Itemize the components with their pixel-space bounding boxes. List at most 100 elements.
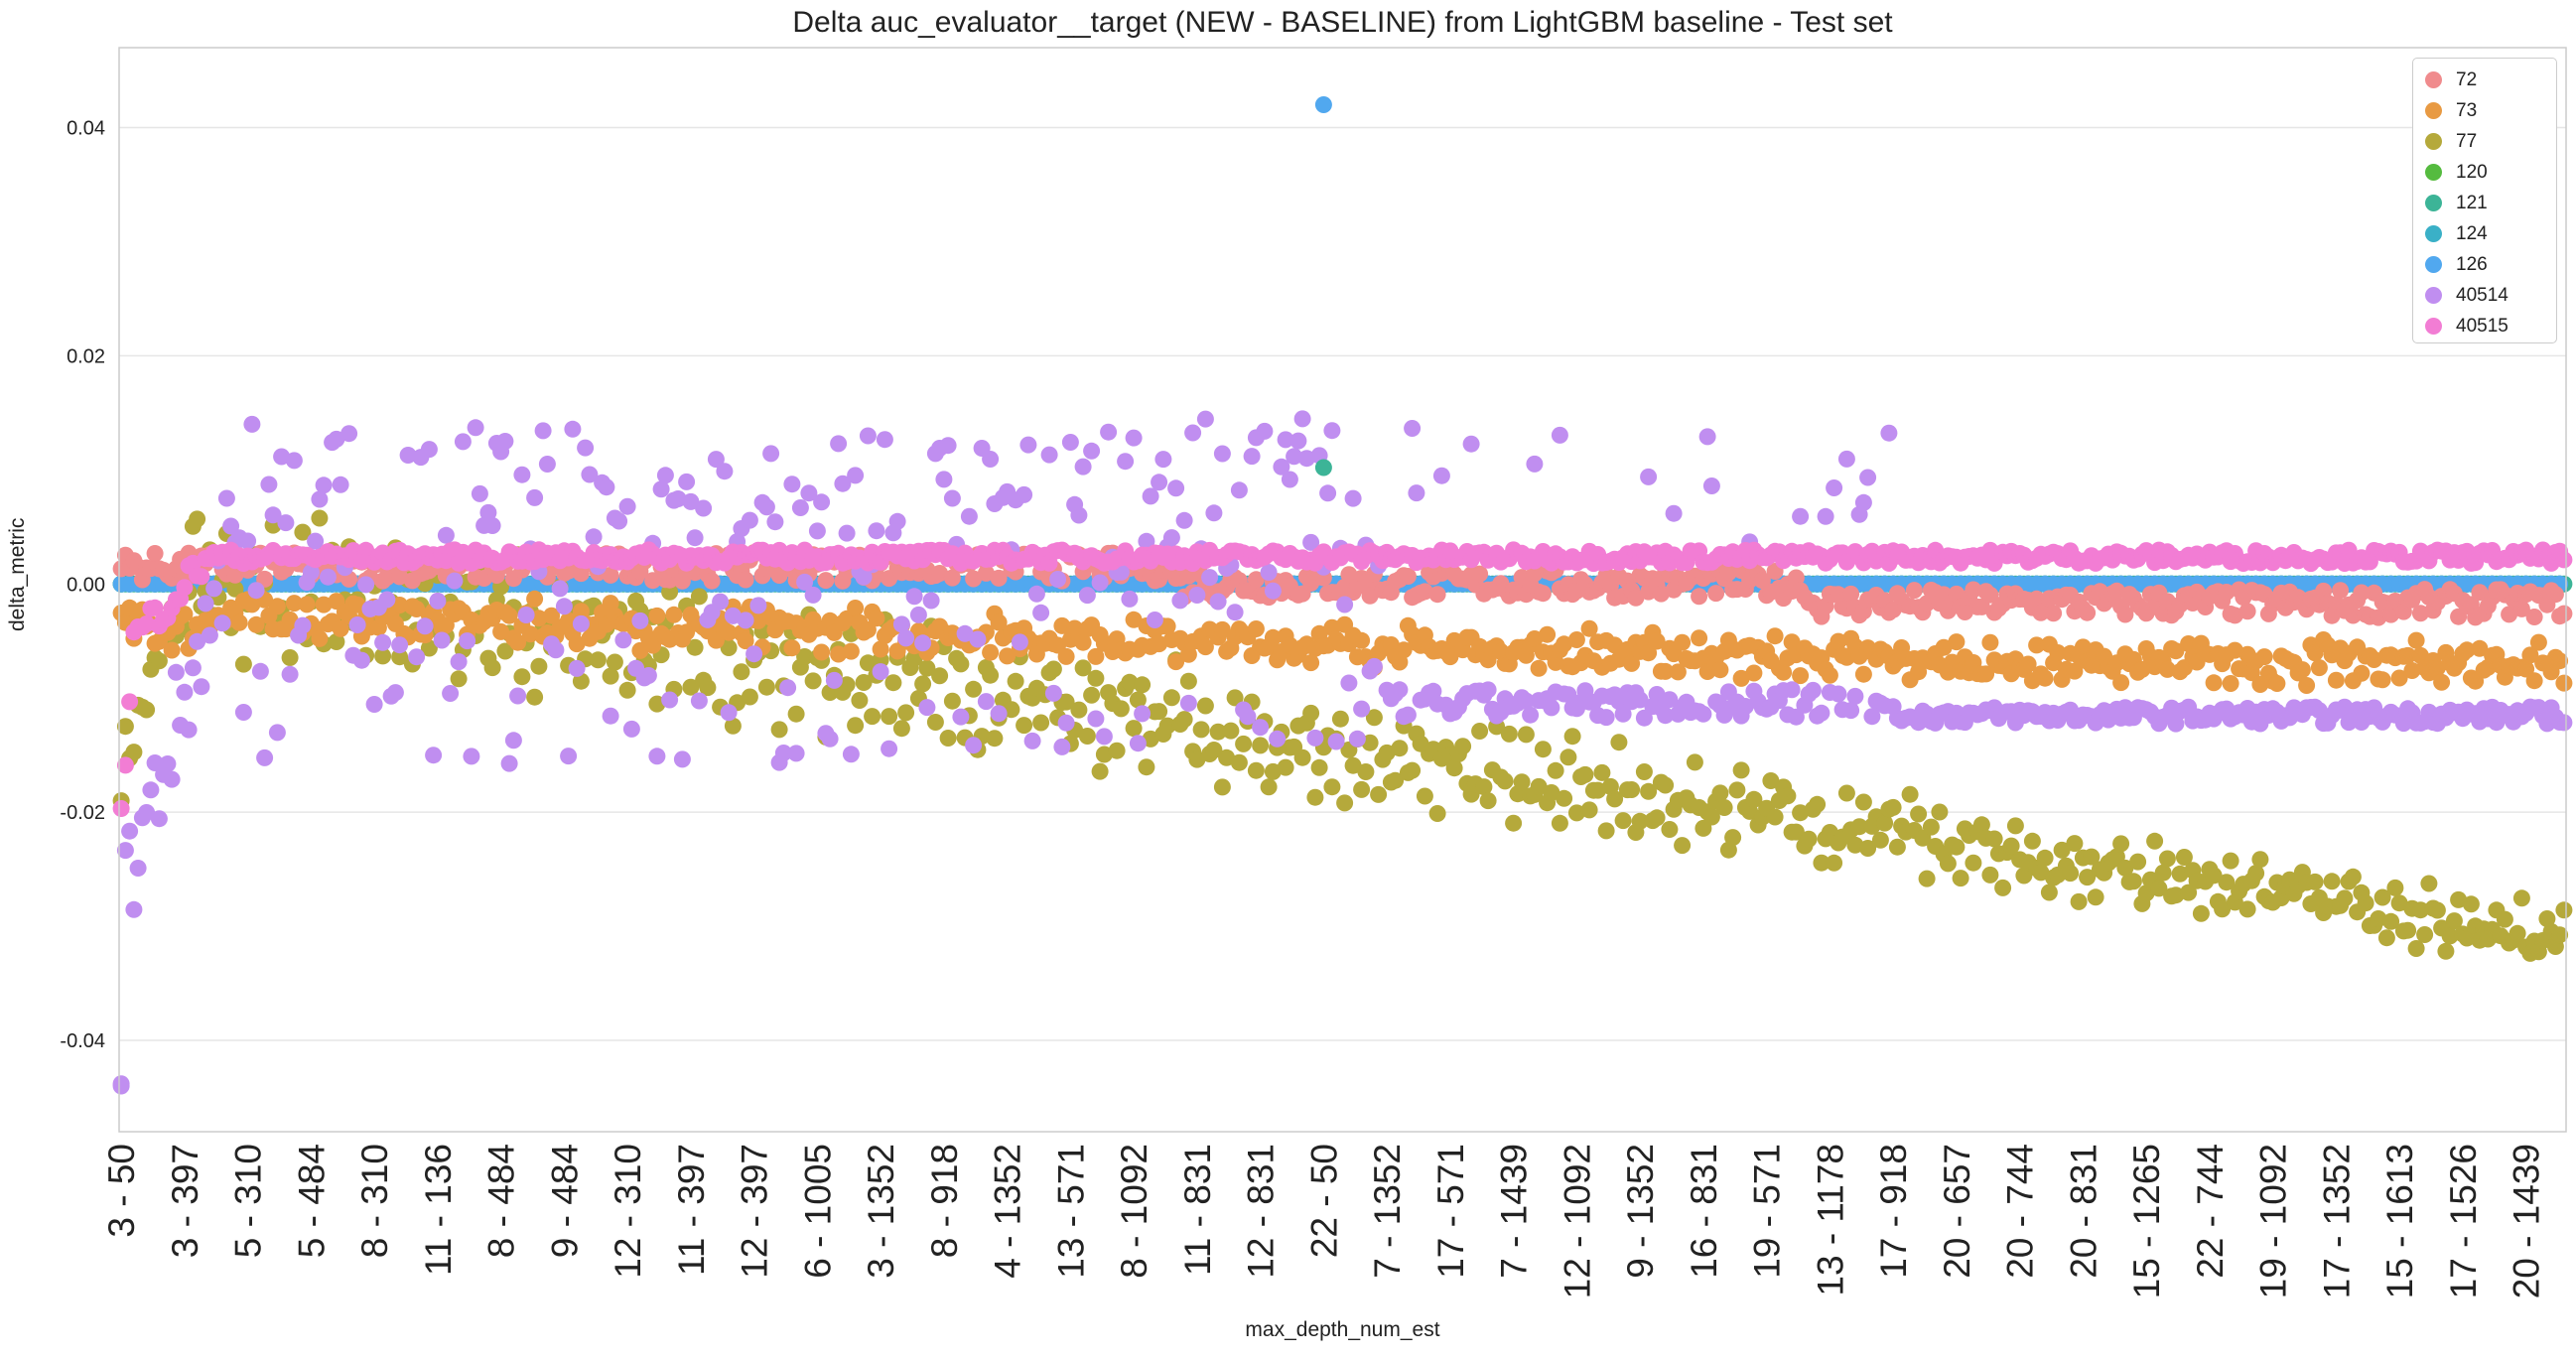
scatter-point — [2074, 638, 2092, 656]
scatter-point — [1631, 691, 1649, 709]
scatter-point — [1854, 493, 1872, 511]
scatter-point — [239, 532, 257, 550]
scatter-point — [1125, 611, 1143, 628]
scatter-point — [1040, 446, 1058, 464]
scatter-point — [230, 613, 248, 631]
scatter-point — [2040, 884, 2058, 901]
scatter-point — [602, 566, 619, 584]
scatter-point — [1614, 705, 1632, 723]
scatter-point — [757, 678, 775, 696]
scatter-point — [1252, 719, 1270, 737]
scatter-point — [977, 693, 995, 711]
scatter-point — [146, 599, 164, 616]
legend-label: 40514 — [2456, 284, 2508, 306]
scatter-point — [2399, 921, 2417, 939]
scatter-point — [1344, 756, 1362, 774]
legend-marker — [2425, 164, 2442, 181]
scatter-point — [749, 597, 767, 614]
scatter-point — [433, 631, 451, 649]
scatter-point — [1606, 790, 1624, 808]
scatter-point — [648, 748, 666, 765]
scatter-point — [1543, 784, 1560, 801]
x-tick-label: 6 - 1005 — [797, 1144, 838, 1279]
scatter-point — [1551, 814, 1568, 832]
scatter-point — [931, 667, 949, 685]
scatter-point — [121, 693, 139, 711]
scatter-point — [682, 678, 700, 696]
scatter-point — [577, 439, 595, 457]
scatter-point — [1454, 738, 1472, 755]
chart-title: Delta auc_evaluator__target (NEW - BASEL… — [792, 6, 1893, 39]
x-tick-label: 16 - 831 — [1684, 1144, 1724, 1279]
scatter-point — [581, 466, 599, 483]
scatter-point — [357, 576, 375, 594]
scatter-point — [2107, 582, 2125, 600]
scatter-point — [859, 427, 877, 445]
series-40514 — [112, 410, 2573, 1093]
scatter-point — [639, 667, 657, 684]
scatter-point — [2450, 890, 2468, 908]
scatter-point — [855, 674, 873, 691]
scatter-point — [2512, 889, 2530, 907]
scatter-point — [189, 510, 206, 528]
scatter-point — [1134, 705, 1152, 723]
scatter-point — [762, 445, 780, 463]
scatter-point — [513, 668, 531, 686]
scatter-point — [1597, 822, 1615, 840]
scatter-point — [1905, 582, 1923, 600]
scatter-point — [825, 671, 843, 689]
scatter-point — [813, 493, 831, 511]
scatter-point — [1179, 694, 1197, 712]
scatter-point — [965, 680, 983, 698]
scatter-point — [2006, 817, 2024, 835]
scatter-point — [1057, 693, 1075, 711]
scatter-point — [2521, 646, 2539, 664]
scatter-point — [1792, 507, 1810, 525]
scatter-point — [1151, 474, 1168, 491]
scatter-point — [1100, 423, 1118, 441]
scatter-point — [2411, 901, 2429, 919]
y-tick-label: 0.00 — [67, 574, 105, 596]
scatter-point — [1445, 759, 1463, 777]
y-tick-label: 0.04 — [67, 117, 105, 139]
scatter-point — [1083, 442, 1101, 460]
scatter-point — [1416, 787, 1433, 805]
scatter-point — [348, 596, 366, 613]
scatter-point — [302, 564, 320, 581]
scatter-point — [2062, 865, 2080, 883]
scatter-point — [564, 420, 582, 438]
scatter-point — [425, 747, 443, 764]
scatter-point — [1691, 629, 1708, 647]
scatter-point — [770, 721, 788, 739]
scatter-point — [881, 708, 898, 726]
scatter-point — [884, 674, 902, 692]
scatter-point — [813, 643, 831, 661]
scatter-point — [1724, 829, 1742, 847]
legend-marker — [2425, 102, 2442, 119]
legend-label: 72 — [2456, 68, 2478, 90]
scatter-point — [526, 688, 544, 706]
scatter-point — [648, 607, 666, 624]
scatter-point — [838, 524, 856, 542]
legend-item: 126 — [2425, 249, 2556, 280]
scatter-point — [1235, 735, 1253, 752]
scatter-point — [1007, 672, 1024, 690]
scatter-point — [2028, 636, 2046, 654]
scatter-point — [830, 435, 848, 453]
scatter-point — [1854, 793, 1872, 811]
scatter-point — [1551, 426, 1568, 444]
scatter-point — [2124, 873, 2142, 890]
scatter-point — [1222, 722, 1240, 740]
scatter-point — [1049, 571, 1067, 588]
scatter-point — [1378, 744, 1396, 761]
scatter-point — [471, 484, 488, 502]
scatter-point — [2332, 582, 2350, 600]
scatter-point — [454, 433, 472, 451]
scatter-point — [2066, 662, 2084, 680]
scatter-point — [1201, 569, 1219, 587]
legend-marker — [2425, 71, 2442, 88]
scatter-point — [1732, 669, 1750, 687]
scatter-point — [2158, 850, 2176, 868]
scatter-point — [1027, 585, 1045, 603]
x-tick-label: 5 - 484 — [291, 1144, 332, 1258]
